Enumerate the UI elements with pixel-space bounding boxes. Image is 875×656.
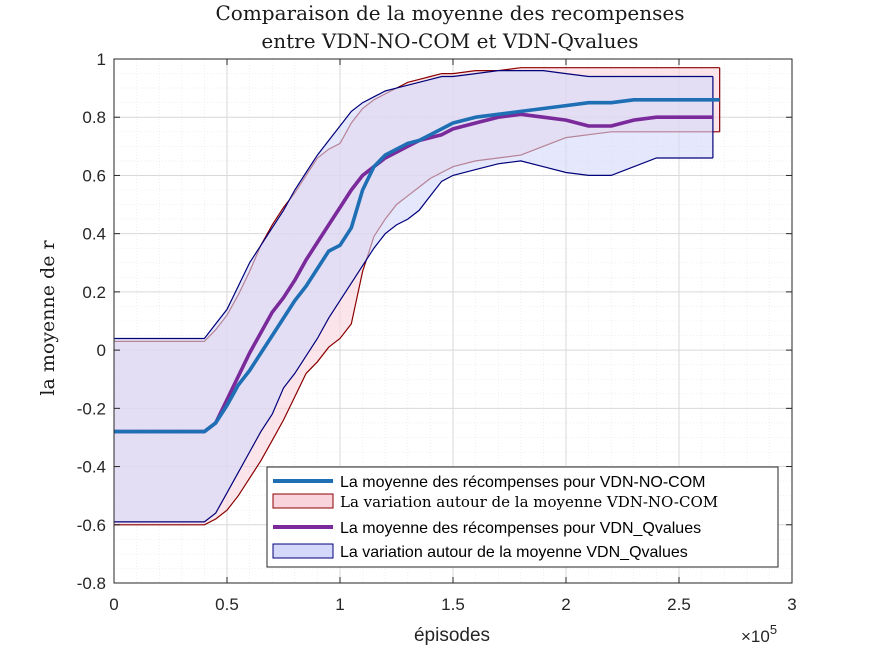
legend-label-nocom-mean: La moyenne des récompenses pour VDN-NO-C…	[340, 474, 705, 491]
legend-label-qvalues-band: La variation autour de la moyenne VDN_Qv…	[340, 544, 688, 561]
mean-lines	[114, 98, 720, 434]
axes	[113, 58, 793, 584]
mean-line-vdn-qvalues	[114, 112, 713, 434]
mean-line-vdn-no-com	[114, 98, 720, 434]
y-tick-label: 0.6	[82, 166, 106, 185]
x-tick-label: 3	[787, 595, 796, 614]
legend: La moyenne des récompenses pour VDN-NO-C…	[266, 466, 779, 568]
x-axis-label: épisodes	[414, 625, 490, 646]
chart-title-line-1: Comparaison de la moyenne des recompense…	[216, 1, 685, 25]
x-exponent-label: ×105	[741, 622, 777, 646]
y-tick-label: 0.4	[82, 225, 106, 244]
x-exponent-power: 5	[770, 622, 777, 637]
x-tick-label: 0.5	[215, 595, 239, 614]
band-vdn-qvalues-upper-edge	[114, 69, 713, 340]
y-axis-label: la moyenne de r	[37, 240, 59, 396]
y-tick-label: -0.2	[77, 399, 106, 418]
y-tick-label: -0.6	[77, 516, 106, 535]
band-vdn-qvalues-fill	[114, 70, 713, 522]
y-tick-label: -0.4	[77, 458, 106, 477]
x-exponent-base: ×10	[741, 627, 770, 646]
legend-box	[266, 466, 779, 568]
y-tick-label: 0	[97, 341, 106, 360]
band-vdn-qvalues-lower-edge	[114, 157, 713, 523]
y-tick-label: 1	[97, 50, 106, 69]
y-tick-label: -0.8	[77, 574, 106, 593]
y-tick-labels: -0.8 -0.6 -0.4 -0.2 0 0.2 0.4 0.6 0.8 1	[77, 50, 106, 593]
legend-label-nocom-band: La variation autour de la moyenne VDN-NO…	[340, 493, 718, 511]
x-tick-label: 2.5	[667, 595, 691, 614]
y-tick-label: 0.8	[82, 108, 106, 127]
x-tick-labels: 0 0.5 1 1.5 2 2.5 3	[109, 595, 796, 614]
x-tick-label: 1	[335, 595, 344, 614]
legend-swatch-qvalues-band	[272, 543, 334, 559]
legend-label-qvalues-mean: La moyenne des récompenses pour VDN_Qval…	[340, 520, 701, 537]
y-tick-label: 0.2	[82, 283, 106, 302]
chart-title-line-2: entre VDN-NO-COM et VDN-Qvalues	[261, 29, 638, 53]
x-tick-label: 2	[561, 595, 570, 614]
legend-swatch-nocom-band	[272, 493, 334, 509]
x-tick-label: 1.5	[441, 595, 465, 614]
x-tick-label: 0	[109, 595, 118, 614]
